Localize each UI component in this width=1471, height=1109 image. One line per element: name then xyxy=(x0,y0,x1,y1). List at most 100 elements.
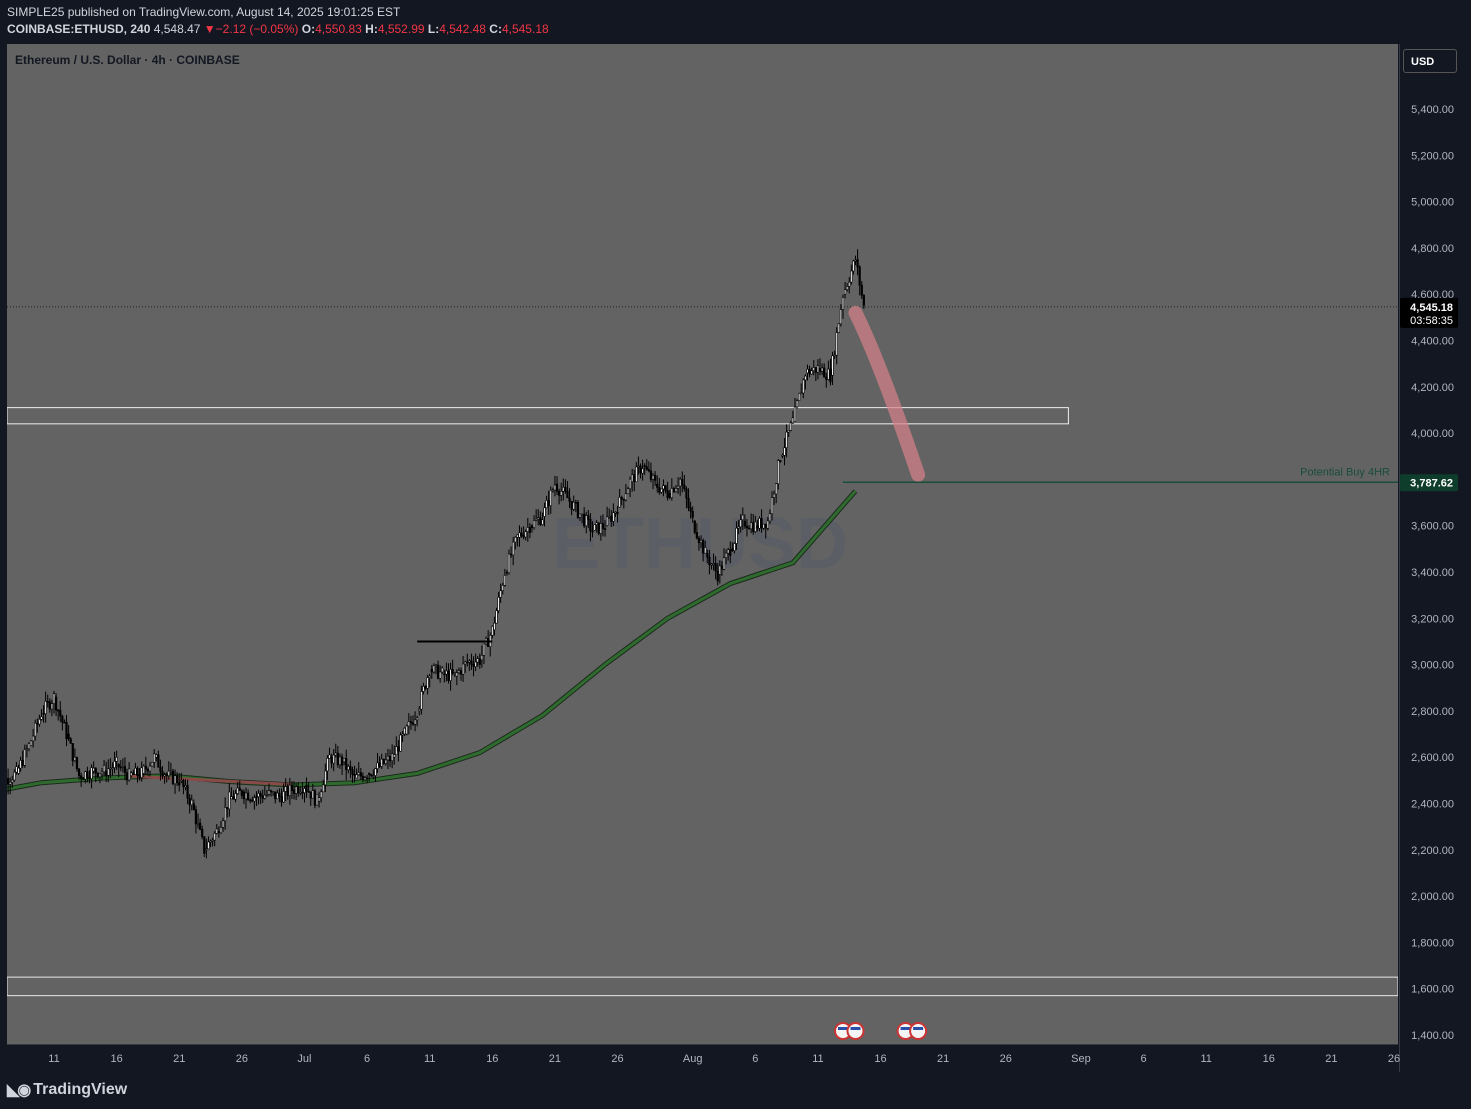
candle-body xyxy=(370,774,373,776)
candle xyxy=(633,469,636,492)
candle-body xyxy=(249,799,252,802)
candle-body xyxy=(11,779,14,783)
candle xyxy=(180,772,183,784)
candle-body xyxy=(685,488,688,499)
candle xyxy=(274,791,277,804)
candle-body xyxy=(848,281,851,287)
candle-body xyxy=(699,540,703,544)
candle xyxy=(787,430,790,438)
candle-body xyxy=(196,822,200,825)
candle xyxy=(478,653,481,669)
candle xyxy=(710,563,713,570)
candle-body xyxy=(852,260,855,272)
candle xyxy=(167,761,170,780)
candle-body xyxy=(272,791,275,794)
candle-body xyxy=(800,392,803,395)
candle xyxy=(457,667,461,675)
candle-body xyxy=(236,787,239,794)
candle xyxy=(272,791,275,796)
candle xyxy=(102,759,106,777)
candle xyxy=(689,501,692,519)
candle xyxy=(762,523,765,531)
candle xyxy=(207,836,210,850)
candle xyxy=(209,839,212,848)
candle xyxy=(597,522,600,536)
candle xyxy=(856,249,859,276)
candle-body xyxy=(843,289,847,295)
candle-body xyxy=(443,673,446,676)
candle xyxy=(461,655,465,682)
candle-body xyxy=(758,518,761,529)
candle xyxy=(299,786,302,796)
candle-body xyxy=(25,748,28,751)
candle xyxy=(146,767,150,777)
price-tick-label: 3,400.00 xyxy=(1411,567,1454,579)
candle xyxy=(745,518,749,537)
time-tick-label: 6 xyxy=(752,1053,758,1065)
candle-body xyxy=(345,757,348,771)
candle-body xyxy=(850,270,853,283)
candle xyxy=(522,526,525,540)
candle xyxy=(203,836,206,858)
low-value: 4,542.48 xyxy=(439,22,486,36)
candle xyxy=(443,669,446,683)
low-label: L: xyxy=(427,22,440,36)
candle xyxy=(138,768,141,781)
candle-body xyxy=(743,520,746,527)
candle-body xyxy=(499,590,502,598)
candle xyxy=(169,762,172,776)
price-tick-label: 3,000.00 xyxy=(1411,660,1454,672)
candle xyxy=(148,761,152,777)
candle xyxy=(363,776,367,782)
candle-body xyxy=(764,523,767,529)
tradingview-logo-icon: ◣◉ xyxy=(7,1082,31,1099)
candle xyxy=(434,664,438,675)
candle-body xyxy=(368,773,371,775)
candle xyxy=(568,488,571,509)
tradingview-logo[interactable]: ◣◉ TradingView xyxy=(7,1080,127,1100)
event-flag-stripe xyxy=(913,1027,924,1030)
candle xyxy=(332,749,335,772)
candle xyxy=(67,724,70,742)
candle-body xyxy=(825,376,828,380)
price-axis[interactable] xyxy=(1399,44,1466,1072)
candle-body xyxy=(516,534,519,538)
candle xyxy=(411,715,415,726)
currency-button[interactable]: USD xyxy=(1403,49,1457,73)
candle-body xyxy=(3,777,5,784)
candle xyxy=(589,513,592,542)
candle-body xyxy=(599,523,602,534)
candle-body xyxy=(585,515,588,527)
candle-body xyxy=(343,757,346,763)
candle xyxy=(712,553,715,571)
candle-body xyxy=(497,596,500,612)
candle xyxy=(777,458,780,490)
candle xyxy=(829,358,832,386)
candle-body xyxy=(503,575,506,586)
candle xyxy=(54,693,58,717)
candle-body xyxy=(578,513,582,518)
candle-body xyxy=(591,530,594,533)
candle-body xyxy=(662,485,665,490)
candle xyxy=(424,685,427,691)
candle-body xyxy=(253,797,256,802)
candle-body xyxy=(247,792,250,801)
candle xyxy=(756,519,759,532)
candle-body xyxy=(409,721,413,724)
candle xyxy=(73,748,76,763)
candle-body xyxy=(491,626,494,636)
lower-zone xyxy=(7,976,1398,997)
time-axis[interactable] xyxy=(7,1044,1398,1073)
candle-body xyxy=(173,775,177,785)
candle xyxy=(236,781,239,796)
candle xyxy=(464,660,467,673)
candle xyxy=(13,769,16,782)
candle-body xyxy=(566,491,569,499)
candle xyxy=(831,351,834,385)
candle-body xyxy=(29,740,33,746)
close-value: 4,545.18 xyxy=(501,22,549,36)
candle xyxy=(795,398,799,409)
candle xyxy=(351,766,354,783)
candle-body xyxy=(624,493,628,501)
candle xyxy=(543,502,546,527)
